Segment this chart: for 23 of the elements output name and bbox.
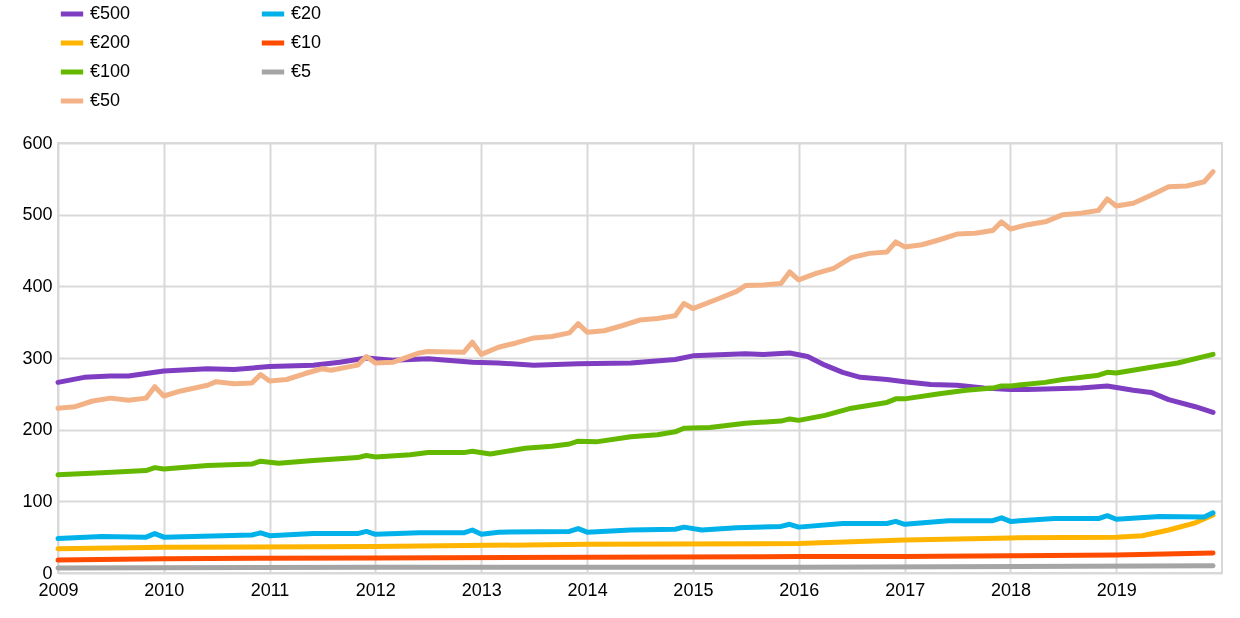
y-tick-label: 100 xyxy=(22,490,53,511)
x-tick-label: 2011 xyxy=(250,579,290,600)
legend-label: €5 xyxy=(291,61,312,81)
y-tick-label: 600 xyxy=(22,132,53,153)
y-tick-label: 400 xyxy=(22,275,53,296)
legend-label: €50 xyxy=(90,90,121,110)
legend-label: €500 xyxy=(90,3,131,23)
x-tick-label: 2013 xyxy=(461,579,502,600)
x-tick-label: 2014 xyxy=(567,579,608,600)
y-tick-label: 200 xyxy=(22,419,53,440)
legend-label: €20 xyxy=(291,3,322,23)
x-tick-label: 2019 xyxy=(1096,579,1137,600)
legend-label: €10 xyxy=(291,32,322,52)
y-tick-label: 500 xyxy=(22,204,53,225)
x-tick-label: 2018 xyxy=(990,579,1031,600)
x-tick-label: 2012 xyxy=(355,579,396,600)
y-tick-label: 300 xyxy=(22,347,53,368)
legend-label: €100 xyxy=(90,61,131,81)
x-tick-label: 2017 xyxy=(885,579,926,600)
x-tick-label: 2010 xyxy=(144,579,185,600)
x-tick-label: 2015 xyxy=(673,579,714,600)
x-tick-label: 2016 xyxy=(779,579,820,600)
legend-label: €200 xyxy=(90,32,131,52)
